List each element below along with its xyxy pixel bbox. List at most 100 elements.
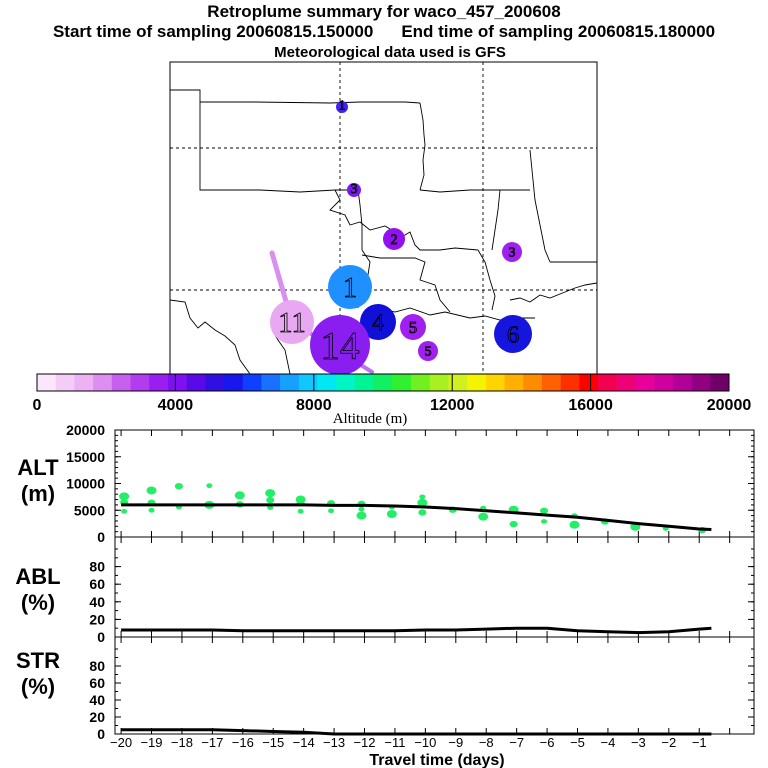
y-tick-label: 20 [89, 709, 105, 725]
x-tick-label: −14 [293, 735, 315, 750]
axis-ticks [115, 429, 754, 735]
marker-day-label: 6 [507, 322, 519, 349]
colorbar-swatch [37, 374, 57, 391]
x-tick-label: −18 [171, 735, 193, 750]
abl-panel-label: ABL [15, 564, 60, 589]
alt-particle-point [295, 495, 306, 504]
y-tick-label: 80 [89, 559, 105, 575]
x-tick-label: −13 [323, 735, 345, 750]
colorbar-swatch [448, 374, 468, 391]
y-tick-label: 60 [89, 576, 105, 592]
y-tick-label: 20000 [66, 422, 105, 438]
alt-panel-unit: (m) [21, 481, 55, 506]
y-tick-label: 20 [89, 611, 105, 627]
marker-day-label: 1 [339, 99, 346, 114]
plume-marker [360, 304, 396, 340]
colorbar-swatch [130, 374, 150, 391]
alt-particle-points [119, 482, 707, 534]
marker-day-label: 1 [343, 273, 357, 304]
x-tick-label: −19 [140, 735, 162, 750]
y-tick-label: 5000 [74, 502, 105, 518]
marker-day-label: 5 [409, 318, 417, 337]
colorbar-swatch [74, 374, 94, 391]
alt-particle-point [266, 496, 275, 504]
alt-particle-point [297, 508, 304, 514]
colorbar-swatch [111, 374, 131, 391]
alt-particle-point [148, 507, 155, 513]
colorbar-swatch [411, 374, 431, 391]
colorbar-tick-label: 16000 [568, 397, 613, 414]
chart-title: Retroplume summary for waco_457_200608 [207, 2, 561, 21]
colorbar-swatch [654, 374, 674, 391]
marker-day-label: 5 [425, 345, 432, 360]
x-tick-labels: −20 −19 −18 −17 −16 −15 −14 −13 −12 −11 −10 −9 −8 −7 −… [110, 735, 707, 750]
alt-particle-point [234, 491, 245, 500]
colorbar-swatch [205, 374, 225, 391]
alt-particle-point [540, 507, 549, 514]
colorbar-swatch [55, 374, 75, 391]
plume-marker [336, 101, 348, 113]
colorbar-swatch [261, 374, 281, 391]
alt-mean-line [121, 503, 712, 531]
plume-marker [494, 315, 532, 353]
plume-marker [310, 315, 370, 375]
alt-particle-point [418, 509, 427, 516]
alt-panel: ALT (m) 0 5000 10000 15000 20000 [17, 422, 712, 545]
colorbar-swatch [149, 374, 169, 391]
x-tick-label: −7 [509, 735, 524, 750]
colorbar-swatch [280, 374, 300, 391]
plume-marker [502, 242, 522, 262]
alt-particle-point [328, 508, 335, 514]
alt-particle-point [541, 519, 548, 524]
alt-particle-point [146, 486, 157, 495]
colorbar-swatch [691, 374, 711, 391]
alt-particle-point [265, 489, 276, 498]
abl-line [121, 626, 712, 635]
plume-marker [328, 265, 372, 309]
x-tick-label: −12 [353, 735, 375, 750]
colorbar-swatch [354, 374, 374, 391]
y-tick-label: 40 [89, 594, 105, 610]
y-tick-label: 10000 [66, 476, 105, 492]
marker-day-label: 3 [509, 246, 516, 261]
colorbar-tick-label: 0 [33, 397, 42, 414]
marker-day-label: 4 [372, 310, 384, 336]
alt-particle-point [356, 511, 367, 520]
met-data-label: Meteorological data used is GFS [274, 44, 506, 61]
x-tick-label: −3 [631, 735, 646, 750]
x-tick-label: −1 [692, 735, 707, 750]
y-tick-label: 60 [89, 675, 105, 691]
x-tick-label: −8 [479, 735, 494, 750]
colorbar-swatch [224, 374, 244, 391]
x-tick-label: −10 [414, 735, 436, 750]
plume-marker [400, 314, 426, 340]
x-axis-label: Travel time (days) [369, 752, 504, 768]
colorbar-tick-labels: 0 4000 8000 12000 16000 20000 [33, 397, 752, 414]
colorbar-swatch [93, 374, 113, 391]
colorbar-swatch [541, 374, 561, 391]
x-tick-label: −4 [601, 735, 616, 750]
alt-y-tick-labels: 0 5000 10000 15000 20000 [66, 422, 105, 545]
colorbar-swatch [485, 374, 505, 391]
alt-particle-point [386, 509, 397, 518]
alt-particle-point [174, 482, 183, 490]
colorbar-tick-label: 4000 [158, 397, 194, 414]
marker-day-label: 3 [351, 182, 358, 197]
colorbar-swatch [336, 374, 356, 391]
x-tick-label: −9 [448, 735, 463, 750]
plume-marker [418, 341, 438, 361]
plume-marker [347, 183, 361, 197]
colorbar-tick-label: 8000 [296, 397, 332, 414]
colorbar-swatch [672, 374, 692, 391]
colorbar-swatch [298, 374, 318, 391]
alt-panel-label: ALT [17, 455, 59, 480]
end-time-label: End time of sampling 20060815.180000 [401, 22, 716, 41]
colorbar-swatch [710, 374, 730, 391]
sampling-times: Start time of sampling 20060815.150000 En… [0, 22, 768, 42]
panel-frames [114, 429, 755, 735]
y-tick-label: 80 [89, 658, 105, 674]
